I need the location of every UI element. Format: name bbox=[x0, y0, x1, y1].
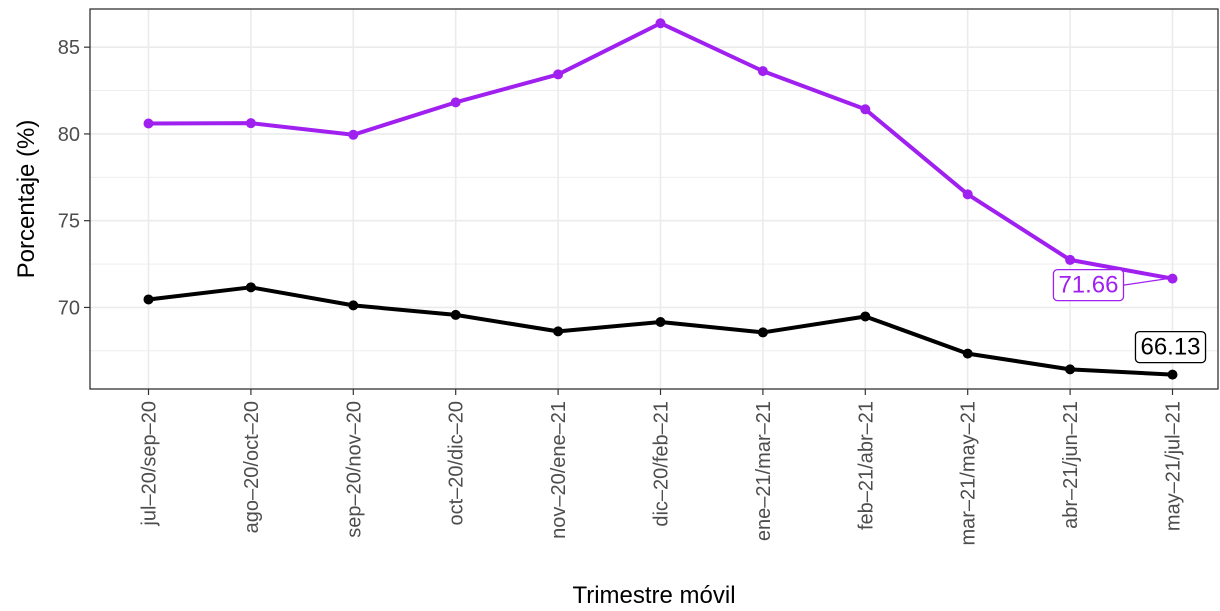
plot-panel bbox=[90, 9, 1218, 389]
series-0-point bbox=[1167, 273, 1178, 284]
x-tick-label: jul–20/sep–20 bbox=[139, 401, 161, 527]
x-tick-label: nov–20/ene–21 bbox=[548, 401, 570, 539]
series-0-point bbox=[1065, 254, 1076, 265]
series-0-point bbox=[450, 97, 461, 108]
series-1-point bbox=[553, 326, 564, 337]
series-0-point bbox=[553, 69, 564, 80]
minor-gridlines bbox=[90, 90, 1218, 352]
series-1-point bbox=[245, 282, 256, 293]
x-tick-label: may–21/jul–21 bbox=[1163, 401, 1185, 531]
series-0-point bbox=[860, 104, 871, 115]
x-tick-label: sep–20/nov–20 bbox=[343, 401, 365, 538]
x-tick-label: oct–20/dic–20 bbox=[446, 401, 468, 526]
series-0-point bbox=[143, 118, 154, 129]
y-tick-label: 80 bbox=[58, 124, 80, 146]
end-labels: 71.66 66.13 bbox=[1052, 268, 1207, 364]
x-tick-label: dic–20/feb–21 bbox=[651, 401, 673, 527]
end-label-leader-0 bbox=[1123, 278, 1168, 286]
series-0-point bbox=[348, 129, 359, 140]
x-tick-label: abr–21/jun–21 bbox=[1060, 401, 1082, 529]
x-tick-label: ago–20/oct–20 bbox=[241, 401, 263, 533]
y-tick-label: 75 bbox=[58, 211, 80, 233]
series-1-point bbox=[450, 309, 461, 320]
y-tick-label: 70 bbox=[58, 297, 80, 319]
series-layer bbox=[143, 18, 1178, 380]
y-tick-label: 85 bbox=[58, 37, 80, 59]
plot-border bbox=[89, 8, 1219, 390]
x-axis: jul–20/sep–20 ago–20/oct–20 sep–20/nov–20 o… bbox=[139, 389, 1185, 546]
y-axis-title: Porcentaje (%) bbox=[13, 120, 40, 279]
end-label-0: 71.66 bbox=[1058, 272, 1118, 299]
end-label-box-0 bbox=[1052, 268, 1125, 302]
series-1-point bbox=[1167, 369, 1178, 380]
x-axis-title: Trimestre móvil bbox=[572, 582, 735, 609]
x-tick-label: feb–21/abr–21 bbox=[855, 401, 877, 530]
end-label-1: 66.13 bbox=[1140, 334, 1200, 361]
series-0-point bbox=[757, 66, 768, 77]
series-1-point bbox=[757, 327, 768, 338]
end-label-box-1 bbox=[1134, 330, 1207, 364]
series-1-point bbox=[962, 348, 973, 359]
series-0-point bbox=[245, 118, 256, 129]
series-0-point bbox=[962, 189, 973, 200]
y-axis: 70 75 80 85 bbox=[58, 37, 90, 319]
series-1-point bbox=[860, 311, 871, 322]
series-1-point bbox=[143, 294, 154, 305]
x-tick-label: mar–21/may–21 bbox=[958, 401, 980, 546]
series-1-point bbox=[1065, 364, 1076, 375]
series-1-point bbox=[655, 317, 666, 328]
series-0-point bbox=[655, 18, 666, 29]
x-tick-label: ene–21/mar–21 bbox=[753, 401, 775, 541]
series-1-point bbox=[348, 300, 359, 311]
